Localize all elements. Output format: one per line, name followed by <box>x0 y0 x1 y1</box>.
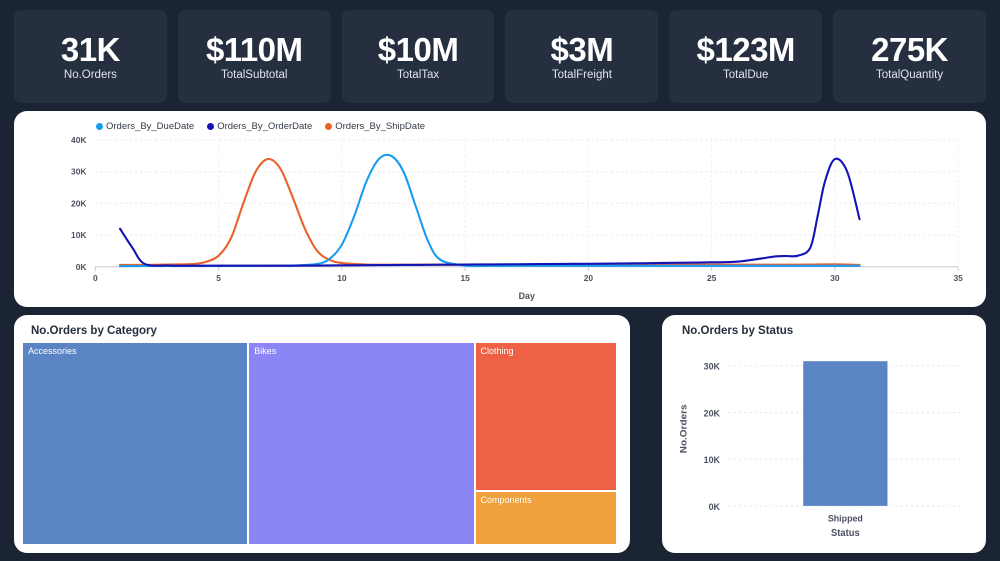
orders-by-category-card: No.Orders by Category Accessories Bikes … <box>14 315 630 553</box>
kpi-label: TotalFreight <box>551 68 612 81</box>
svg-text:0K: 0K <box>709 502 721 512</box>
svg-text:15: 15 <box>460 273 470 283</box>
status-chart-title: No.Orders by Status <box>682 325 794 337</box>
legend-color-swatch <box>325 122 333 130</box>
treemap-title: No.Orders by Category <box>31 325 157 337</box>
treemap-tile-label: Clothing <box>480 346 514 356</box>
line-chart-legend: Orders_By_DueDate Orders_By_OrderDate Or… <box>24 118 976 134</box>
legend-label: Orders_By_DueDate <box>106 120 195 132</box>
svg-text:0K: 0K <box>76 262 88 272</box>
svg-text:35: 35 <box>953 273 963 283</box>
orders-by-status-card: No.Orders by Status 0K 10K 20K 30K No.Orders… <box>662 315 986 553</box>
kpi-label: No.Orders <box>63 68 117 81</box>
kpi-card-total-subtotal[interactable]: $110M TotalSubtotal <box>177 10 331 103</box>
svg-text:0: 0 <box>93 273 98 283</box>
kpi-card-total-due[interactable]: $123M TotalDue <box>669 10 823 103</box>
svg-text:10K: 10K <box>704 455 721 465</box>
kpi-card-total-freight[interactable]: $3M TotalFreight <box>505 10 659 103</box>
svg-text:30K: 30K <box>704 362 721 372</box>
kpi-row: 31K No.Orders $110M TotalSubtotal $10M T… <box>14 10 986 103</box>
status-chart-plot-area[interactable]: 0K 10K 20K 30K No.Orders Shipped Status <box>674 343 977 548</box>
treemap-tile-label: Components <box>480 494 532 505</box>
orders-timeline-card: Orders_By_DueDate Orders_By_OrderDate Or… <box>14 111 986 307</box>
kpi-label: TotalSubtotal <box>220 68 288 81</box>
svg-text:20: 20 <box>584 273 594 283</box>
svg-text:20K: 20K <box>71 198 87 208</box>
legend-color-swatch <box>207 122 215 130</box>
svg-text:No.Orders: No.Orders <box>679 405 690 454</box>
svg-text:Shipped: Shipped <box>828 513 863 523</box>
svg-text:10: 10 <box>337 273 347 283</box>
svg-text:Status: Status <box>831 528 860 539</box>
kpi-label: TotalQuantity <box>875 68 944 81</box>
kpi-label: TotalTax <box>396 68 440 81</box>
treemap-tile-label: Bikes <box>254 346 277 356</box>
svg-text:20K: 20K <box>704 408 721 418</box>
legend-label: Orders_By_OrderDate <box>217 120 313 132</box>
kpi-value: $10M <box>377 30 459 68</box>
kpi-value: 31K <box>60 30 121 68</box>
bottom-row: No.Orders by Category Accessories Bikes … <box>14 315 986 553</box>
treemap-tile-label: Accessories <box>28 346 77 356</box>
svg-text:10K: 10K <box>71 230 87 240</box>
kpi-value: $123M <box>696 30 796 68</box>
legend-item-due-date[interactable]: Orders_By_DueDate <box>96 121 194 132</box>
kpi-card-total-quantity[interactable]: 275K TotalQuantity <box>833 10 986 103</box>
svg-text:Day: Day <box>519 291 535 301</box>
treemap-tile-bikes[interactable]: Bikes <box>249 343 474 544</box>
kpi-value: $110M <box>205 30 303 68</box>
legend-color-swatch <box>96 122 103 130</box>
legend-label: Orders_By_ShipDate <box>335 120 426 132</box>
treemap-tile-clothing[interactable]: Clothing <box>475 343 617 490</box>
svg-text:30K: 30K <box>71 167 87 177</box>
legend-item-order-date[interactable]: Orders_By_OrderDate <box>207 121 312 132</box>
kpi-value: $3M <box>550 30 614 68</box>
legend-item-ship-date[interactable]: Orders_By_ShipDate <box>325 121 425 132</box>
svg-text:30: 30 <box>830 273 840 283</box>
kpi-label: TotalDue <box>723 68 769 81</box>
category-treemap: Accessories Bikes Clothing Components <box>23 343 621 544</box>
kpi-value: 275K <box>871 30 948 68</box>
kpi-card-no-orders[interactable]: 31K No.Orders <box>14 10 167 103</box>
kpi-card-total-tax[interactable]: $10M TotalTax <box>341 10 495 103</box>
treemap-tile-components[interactable]: Components <box>475 491 617 544</box>
svg-text:5: 5 <box>216 273 221 283</box>
svg-text:40K: 40K <box>71 135 87 145</box>
line-chart-plot-area[interactable]: 0K 10K 20K 30K 40K 0 5 10 15 20 25 30 35 Day <box>24 134 976 303</box>
treemap-tile-accessories[interactable]: Accessories <box>23 343 248 544</box>
status-chart-svg: 0K 10K 20K 30K No.Orders Shipped Status <box>679 361 963 539</box>
svg-text:25: 25 <box>707 273 717 283</box>
line-chart-svg: 0K 10K 20K 30K 40K 0 5 10 15 20 25 30 35 Day <box>71 135 963 301</box>
